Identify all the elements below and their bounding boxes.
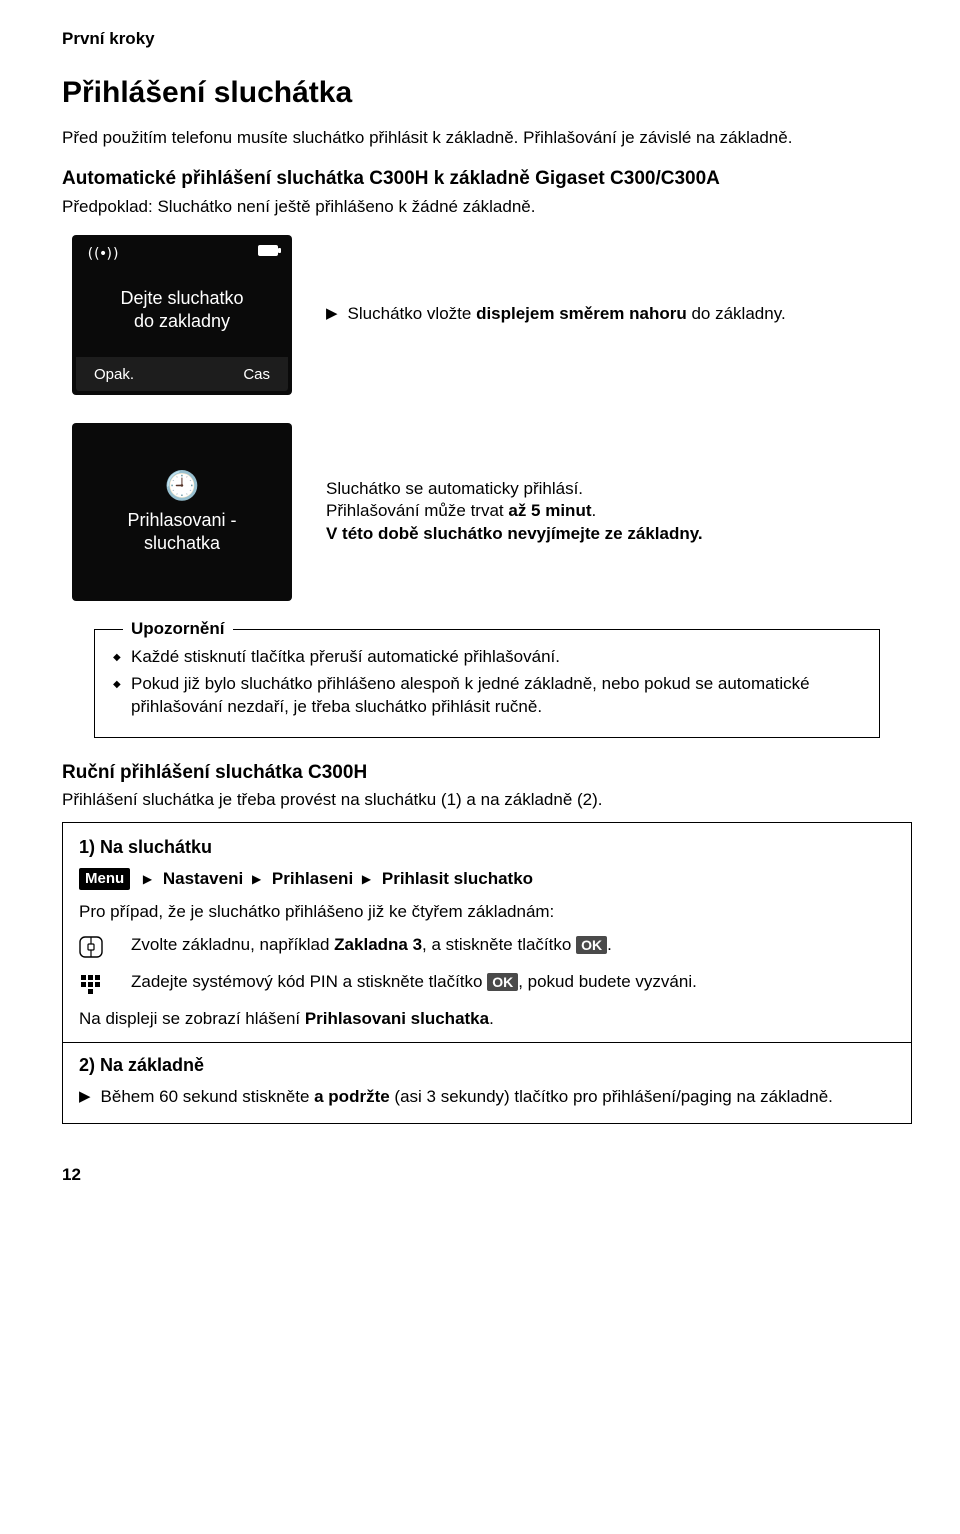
divider bbox=[63, 1042, 911, 1043]
step2-instruction: ▶ Během 60 sekund stiskněte a podržte (a… bbox=[79, 1086, 895, 1109]
phone-screen-1: ((•)) Dejte sluchatko do zakladny Opak. … bbox=[72, 235, 292, 395]
instruction-text-1: Zvolte základnu, například Zakladna 3, a… bbox=[131, 934, 612, 957]
ok-key: OK bbox=[576, 936, 607, 955]
step2-head: 2) Na základně bbox=[79, 1053, 895, 1077]
page-header: První kroky bbox=[62, 28, 912, 51]
chevron-right-icon: ▶ bbox=[143, 871, 152, 887]
desc2-l2: Přihlašování může trvat až 5 minut. bbox=[326, 500, 912, 523]
desc2-block: Sluchátko se automaticky přihlásí. Přihl… bbox=[326, 478, 912, 547]
screen-row-1: ((•)) Dejte sluchatko do zakladny Opak. … bbox=[72, 235, 912, 395]
softkey-right: Cas bbox=[243, 365, 270, 385]
battery-icon bbox=[258, 245, 278, 256]
desc2-l3: V této době sluchátko nevyjímejte ze zák… bbox=[326, 523, 912, 546]
page-number: 12 bbox=[62, 1164, 912, 1187]
ok-key: OK bbox=[487, 973, 518, 992]
notice-title: Upozornění bbox=[123, 618, 233, 641]
chevron-right-icon: ▶ bbox=[362, 871, 371, 887]
screen1-line2: do zakladny bbox=[134, 310, 230, 333]
signal-icon: ((•)) bbox=[86, 245, 118, 264]
instruction-text-2: Zadejte systémový kód PIN a stiskněte tl… bbox=[131, 971, 697, 994]
chevron-right-icon: ▶ bbox=[252, 871, 261, 887]
menu-button: Menu bbox=[79, 868, 130, 890]
auto-prereq: Předpoklad: Sluchátko není ještě přihláš… bbox=[62, 196, 912, 219]
instruction-row-1: Zvolte základnu, například Zakladna 3, a… bbox=[79, 934, 895, 963]
menu-path: Menu ▶ Nastaveni ▶ Prihlaseni ▶ Prihlasi… bbox=[79, 868, 895, 891]
clock-icon: 🕘 bbox=[165, 468, 200, 504]
case-line: Pro případ, že je sluchátko přihlášeno j… bbox=[79, 901, 895, 924]
manual-lead: Přihlášení sluchátka je třeba provést na… bbox=[62, 789, 912, 812]
screen1-line1: Dejte sluchatko bbox=[120, 287, 243, 310]
page-title: Přihlášení sluchátka bbox=[62, 73, 912, 114]
desc1-text: Sluchátko vložte displejem směrem nahoru… bbox=[348, 303, 786, 326]
arrow-icon: ▶ bbox=[79, 1086, 91, 1109]
screen2-line2: sluchatka bbox=[144, 532, 220, 555]
desc2-l1: Sluchátko se automaticky přihlásí. bbox=[326, 478, 912, 501]
menu-path-item: Nastaveni bbox=[163, 869, 243, 888]
arrow-icon: ▶ bbox=[326, 303, 338, 326]
manual-heading: Ruční přihlášení sluchátka C300H bbox=[62, 760, 912, 786]
notice-box: Upozornění Každé stisknutí tlačítka přer… bbox=[94, 629, 880, 738]
dpad-icon bbox=[79, 934, 113, 963]
phone-screen-2: 🕘 Prihlasovani - sluchatka bbox=[72, 423, 292, 601]
screen2-line1: Prihlasovani - bbox=[127, 509, 236, 532]
screen-row-2: 🕘 Prihlasovani - sluchatka Sluchátko se … bbox=[72, 423, 912, 601]
menu-path-item: Prihlaseni bbox=[272, 869, 353, 888]
menu-path-item: Prihlasit sluchatko bbox=[382, 869, 533, 888]
keypad-icon bbox=[79, 971, 113, 1000]
notice-item: Pokud již bylo sluchátko přihlášeno ales… bbox=[113, 673, 861, 719]
display-line: Na displeji se zobrazí hlášení Prihlasov… bbox=[79, 1008, 895, 1031]
step1-head: 1) Na sluchátku bbox=[79, 835, 895, 859]
instruction-row-2: Zadejte systémový kód PIN a stiskněte tl… bbox=[79, 971, 895, 1000]
notice-item: Každé stisknutí tlačítka přeruší automat… bbox=[113, 646, 861, 669]
steps-box: 1) Na sluchátku Menu ▶ Nastaveni ▶ Prihl… bbox=[62, 822, 912, 1123]
softkey-left: Opak. bbox=[94, 365, 134, 385]
auto-heading: Automatické přihlášení sluchátka C300H k… bbox=[62, 166, 912, 192]
intro-text: Před použitím telefonu musíte sluchátko … bbox=[62, 127, 912, 150]
